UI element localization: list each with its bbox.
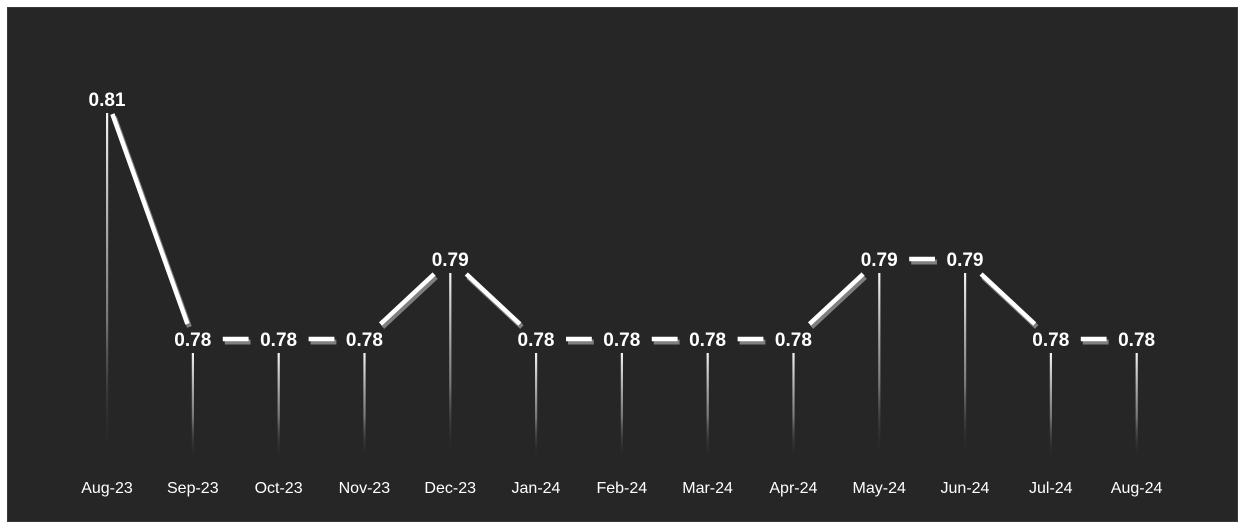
line-segment (807, 272, 865, 326)
data-label: 0.78 (603, 330, 640, 351)
x-tick-label: Dec-23 (424, 480, 476, 497)
drop-lines (106, 113, 1138, 460)
x-tick-label: Jun-24 (941, 480, 990, 497)
drop-line (706, 353, 709, 460)
data-label: 0.78 (174, 330, 211, 351)
x-tick-label: Oct-23 (255, 480, 303, 497)
line-segment (979, 272, 1037, 326)
line-segment (464, 272, 522, 326)
data-label: 0.79 (947, 250, 984, 271)
drop-line (620, 353, 623, 460)
drop-line (363, 353, 366, 460)
x-tick-label: Jan-24 (512, 480, 561, 497)
x-tick-label: Mar-24 (682, 480, 733, 497)
x-tick-label: Jul-24 (1029, 480, 1073, 497)
drop-line (535, 353, 538, 460)
data-label: 0.79 (432, 250, 469, 271)
data-label: 0.78 (689, 330, 726, 351)
data-label: 0.78 (346, 330, 383, 351)
x-axis: Aug-23 Sep-23 Oct-23 Nov-23 Dec-23 Jan-24 Feb-… (81, 480, 1162, 497)
data-labels: 0.81 0.78 0.78 0.78 0.79 0.78 0.78 0.78 0.78 0.79… (89, 90, 1156, 351)
series-line (110, 113, 1107, 342)
x-tick-label: Sep-23 (167, 480, 219, 497)
data-label: 0.81 (89, 90, 126, 111)
x-tick-label: May-24 (853, 480, 906, 497)
x-tick-label: Aug-23 (81, 480, 133, 497)
data-label: 0.78 (260, 330, 297, 351)
data-label: 0.78 (1032, 330, 1069, 351)
drop-line (792, 353, 795, 460)
data-label: 0.79 (861, 250, 898, 271)
series-shadow (112, 116, 1109, 345)
drop-line (1135, 353, 1138, 460)
drop-line (449, 273, 452, 460)
x-tick-label: Apr-24 (769, 480, 817, 497)
line-segment-shadow (380, 275, 438, 329)
line-segment (110, 113, 190, 325)
drop-line (964, 273, 967, 460)
data-label: 0.78 (775, 330, 812, 351)
x-tick-label: Aug-24 (1111, 480, 1163, 497)
line-segment (378, 272, 436, 326)
drop-line (1049, 353, 1052, 460)
x-tick-label: Nov-23 (339, 480, 391, 497)
drop-line (277, 353, 280, 460)
line-segment-shadow (809, 275, 867, 329)
drop-line (191, 353, 194, 460)
drop-line (878, 273, 881, 460)
x-tick-label: Feb-24 (596, 480, 647, 497)
drop-line (106, 113, 109, 460)
data-label: 0.78 (1118, 330, 1155, 351)
data-label: 0.78 (518, 330, 555, 351)
